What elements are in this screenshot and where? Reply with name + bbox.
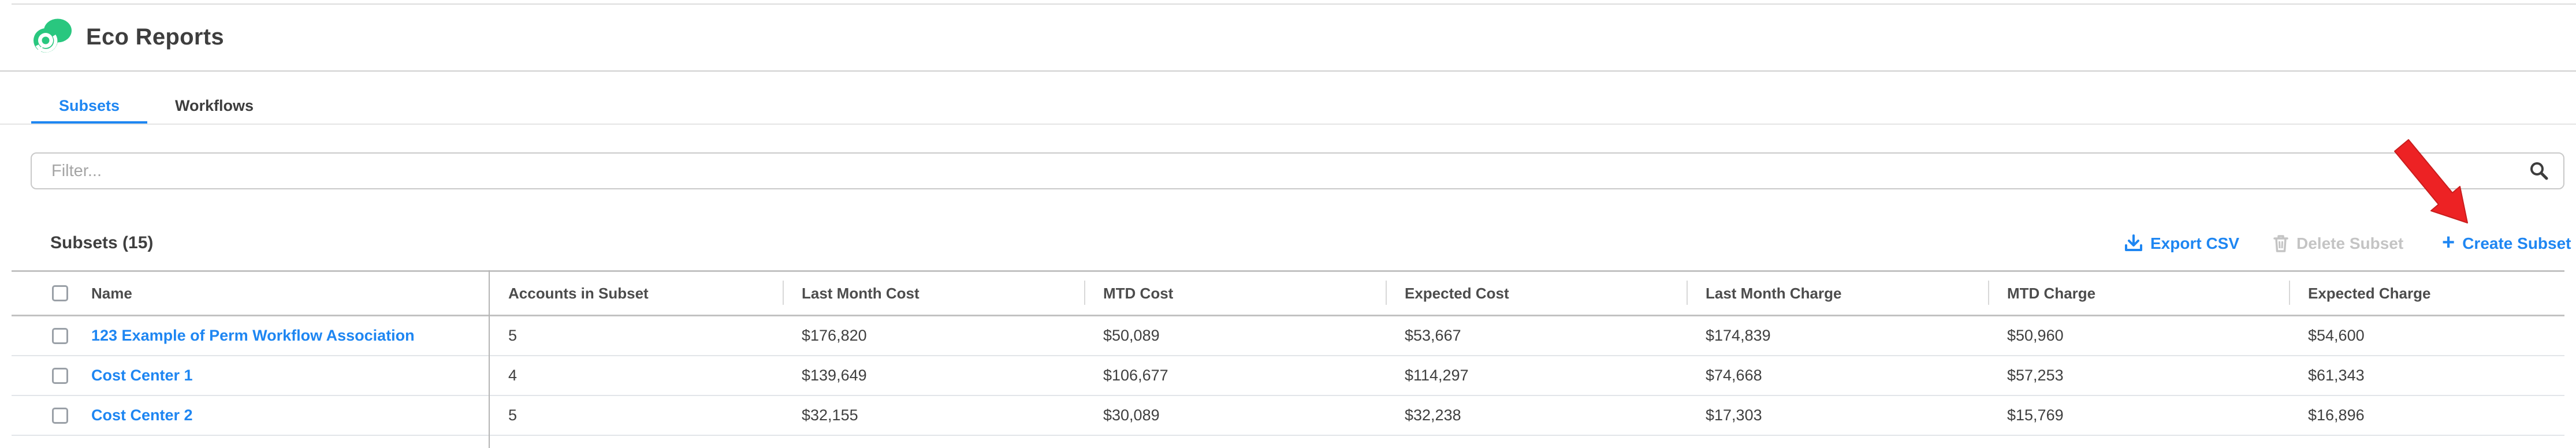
select-all-checkbox[interactable] bbox=[52, 285, 68, 301]
column-header-last-month-charge[interactable]: Last Month Charge bbox=[1687, 270, 1988, 316]
cell-accounts-in-subset: 5 bbox=[489, 315, 783, 356]
cell-last-month-charge: $74,668 bbox=[1687, 356, 1988, 396]
cell-expected-cost: $32,238 bbox=[1386, 395, 1687, 436]
subsets-table: Name Accounts in Subset Last Month Cost … bbox=[12, 270, 2564, 436]
header-column-separator bbox=[1988, 281, 1989, 305]
cell-accounts-in-subset: 4 bbox=[489, 356, 783, 396]
cell-expected-cost: $114,297 bbox=[1386, 356, 1687, 396]
tab-bar: Subsets Workflows bbox=[31, 87, 281, 125]
cell-mtd-charge: $57,253 bbox=[1988, 356, 2289, 396]
header-column-separator bbox=[1386, 281, 1387, 305]
row-checkbox[interactable] bbox=[52, 407, 68, 424]
table-row: 123 Example of Perm Workflow Association… bbox=[12, 315, 2564, 356]
cell-expected-charge: $61,343 bbox=[2289, 356, 2564, 396]
create-subset-button[interactable]: + Create Subset bbox=[2442, 231, 2571, 256]
export-csv-label: Export CSV bbox=[2150, 234, 2240, 252]
delete-subset-label: Delete Subset bbox=[2296, 234, 2404, 252]
cell-accounts-in-subset: 5 bbox=[489, 395, 783, 436]
app-header: Eco Reports bbox=[31, 17, 224, 57]
header-column-separator bbox=[783, 281, 784, 305]
delete-subset-button[interactable]: Delete Subset bbox=[2273, 231, 2403, 256]
plus-icon: + bbox=[2442, 230, 2455, 255]
tab-workflows[interactable]: Workflows bbox=[175, 96, 254, 114]
cell-last-month-charge: $174,839 bbox=[1687, 315, 1988, 356]
trash-icon bbox=[2273, 235, 2288, 252]
cell-mtd-cost: $50,089 bbox=[1084, 315, 1386, 356]
name-column-border bbox=[489, 270, 490, 448]
row-checkbox[interactable] bbox=[52, 327, 68, 344]
column-header-expected-cost[interactable]: Expected Cost bbox=[1386, 270, 1687, 316]
header-column-separator bbox=[1084, 281, 1085, 305]
eco-logo-icon bbox=[33, 18, 72, 53]
section-title: Subsets (15) bbox=[50, 233, 154, 252]
subset-name-link[interactable]: Cost Center 2 bbox=[91, 406, 193, 424]
create-subset-label: Create Subset bbox=[2462, 234, 2571, 252]
cell-expected-charge: $16,896 bbox=[2289, 395, 2564, 436]
tab-subsets[interactable]: Subsets bbox=[31, 87, 148, 125]
filter-bar bbox=[31, 152, 2564, 189]
tab-bar-border bbox=[0, 124, 2576, 125]
subset-name-link[interactable]: Cost Center 1 bbox=[91, 367, 193, 384]
table-header-row: Name Accounts in Subset Last Month Cost … bbox=[12, 270, 2564, 316]
column-header-last-month-cost[interactable]: Last Month Cost bbox=[783, 270, 1084, 316]
column-header-accounts-in-subset[interactable]: Accounts in Subset bbox=[489, 270, 783, 316]
filter-input[interactable] bbox=[31, 152, 2564, 189]
cell-mtd-charge: $50,960 bbox=[1988, 315, 2289, 356]
cell-mtd-cost: $30,089 bbox=[1084, 395, 1386, 436]
column-header-expected-charge[interactable]: Expected Charge bbox=[2289, 270, 2564, 316]
page-title: Eco Reports bbox=[86, 24, 224, 50]
export-csv-button[interactable]: Export CSV bbox=[2124, 231, 2239, 256]
column-header-name[interactable]: Name bbox=[80, 270, 489, 316]
header-column-separator bbox=[2289, 281, 2290, 305]
cell-expected-charge: $54,600 bbox=[2289, 315, 2564, 356]
header-divider bbox=[0, 70, 2576, 72]
cell-mtd-charge: $15,769 bbox=[1988, 395, 2289, 436]
table-row: Cost Center 2 5 $32,155 $30,089 $32,238 … bbox=[12, 395, 2564, 436]
row-checkbox[interactable] bbox=[52, 367, 68, 384]
table-row: Cost Center 1 4 $139,649 $106,677 $114,2… bbox=[12, 356, 2564, 396]
top-hairline bbox=[12, 3, 2576, 5]
subset-name-link[interactable]: 123 Example of Perm Workflow Association bbox=[91, 327, 415, 344]
cell-last-month-cost: $176,820 bbox=[783, 315, 1084, 356]
cell-last-month-cost: $139,649 bbox=[783, 356, 1084, 396]
column-header-mtd-charge[interactable]: MTD Charge bbox=[1988, 270, 2289, 316]
cell-last-month-cost: $32,155 bbox=[783, 395, 1084, 436]
cell-mtd-cost: $106,677 bbox=[1084, 356, 1386, 396]
download-icon bbox=[2125, 234, 2142, 251]
cell-expected-cost: $53,667 bbox=[1386, 315, 1687, 356]
column-header-mtd-cost[interactable]: MTD Cost bbox=[1084, 270, 1386, 316]
header-column-separator bbox=[1687, 281, 1688, 305]
cell-last-month-charge: $17,303 bbox=[1687, 395, 1988, 436]
search-icon bbox=[2530, 162, 2548, 180]
